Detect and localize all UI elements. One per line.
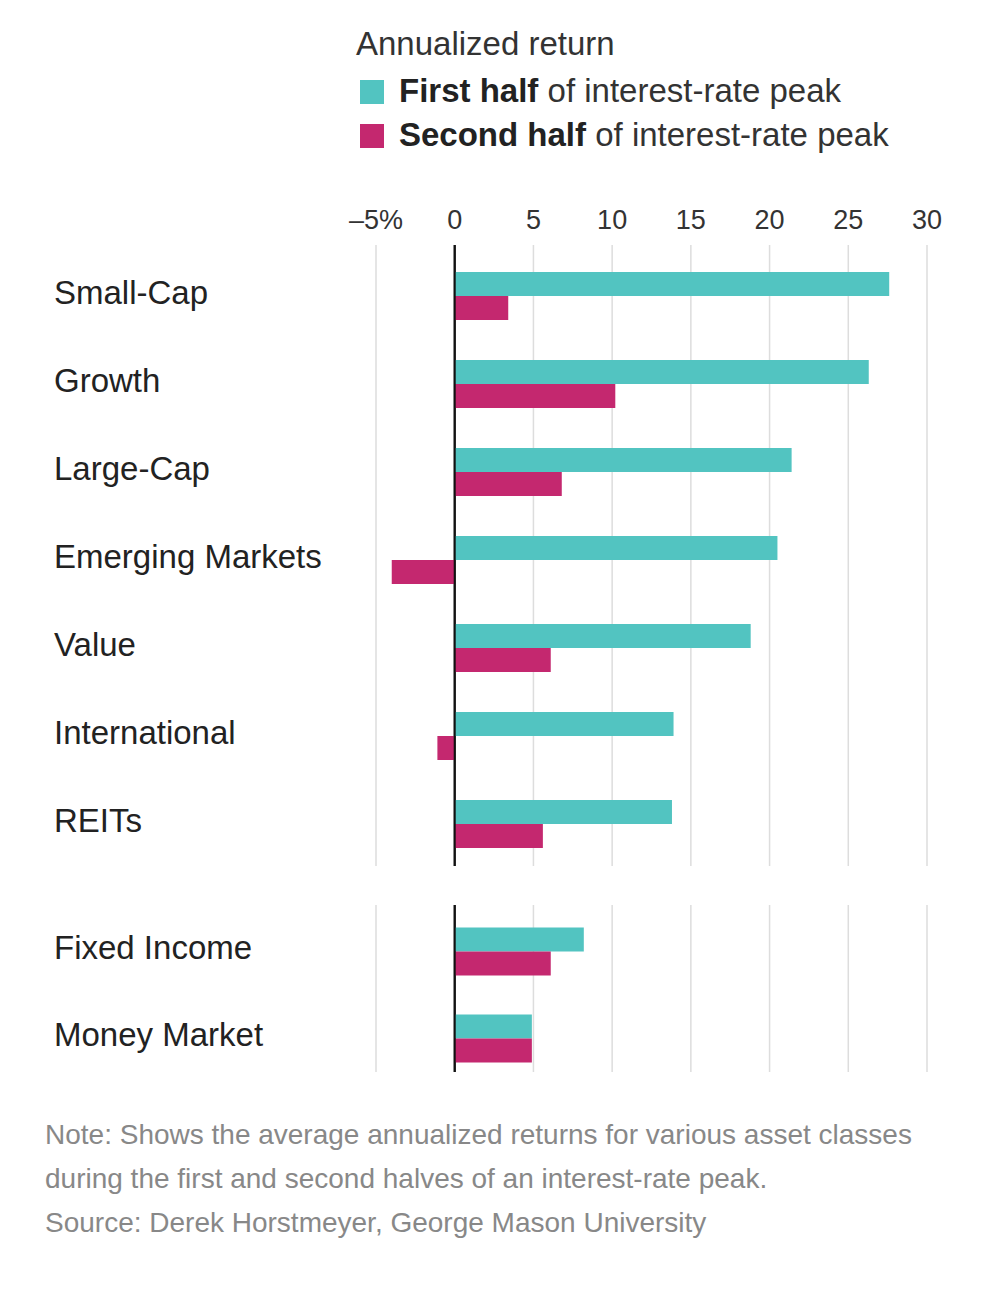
annotation: Source: Derek Horstmeyer, George Mason U… [45,1207,706,1238]
legend-swatch [360,124,384,148]
bar [455,648,551,672]
grid-line [690,905,692,1072]
tick-label: 5 [526,205,541,235]
bar [455,824,543,848]
bar [437,736,454,760]
bar [455,360,869,384]
category-label: Growth [54,362,160,399]
category-label: Emerging Markets [54,538,322,575]
category-label: REITs [54,802,142,839]
tick-label: 25 [833,205,863,235]
tick-label: 20 [755,205,785,235]
bar [455,928,584,952]
zero-line [454,245,456,866]
category-label: Fixed Income [54,929,252,966]
category-label: Money Market [54,1016,263,1053]
panel-1: Fixed Income Money Market [54,905,927,1072]
tick-label: 10 [597,205,627,235]
legend-label: First half of interest-rate peak [399,72,842,109]
category-label: International [54,714,236,751]
bar [455,712,674,736]
bar [455,472,562,496]
category-label: Value [54,626,136,663]
bar [455,448,792,472]
panel-0: –5% 0 5 10 15 20 25 30 Small-Cap Growth Large-Cap E… [54,25,942,866]
title: Annualized return [356,25,615,62]
zero-line [454,905,456,1072]
grid-line [611,905,613,1072]
bar [455,272,890,296]
bar [455,536,778,560]
grid-line [769,905,771,1072]
grid-line [848,905,850,1072]
bar [455,296,509,320]
chart: –5% 0 5 10 15 20 25 30 Small-Cap Growth Large-Cap E… [0,0,1000,1295]
bar [455,1039,532,1063]
category-label: Large-Cap [54,450,210,487]
bar [455,800,672,824]
bar [455,952,551,976]
zero-line [454,905,456,1072]
grid-line [926,905,928,1072]
tick-label: 30 [912,205,942,235]
legend-label: Second half of interest-rate peak [399,116,889,153]
grid-line [926,245,928,866]
background [0,0,1000,1295]
bar [455,624,751,648]
category-label: Small-Cap [54,274,208,311]
bar [455,1015,532,1039]
zero-line [454,245,456,866]
bars [392,272,889,848]
annotation: Note: Shows the average annualized retur… [45,1119,912,1194]
grid-line [848,245,850,866]
bars [455,928,584,1063]
legend-swatch [360,80,384,104]
tick-label: –5% [349,205,403,235]
grid-line [375,245,377,866]
grid-line [375,905,377,1072]
bar [455,384,616,408]
tick-label: 0 [447,205,462,235]
tick-label: 15 [676,205,706,235]
bar [392,560,455,584]
